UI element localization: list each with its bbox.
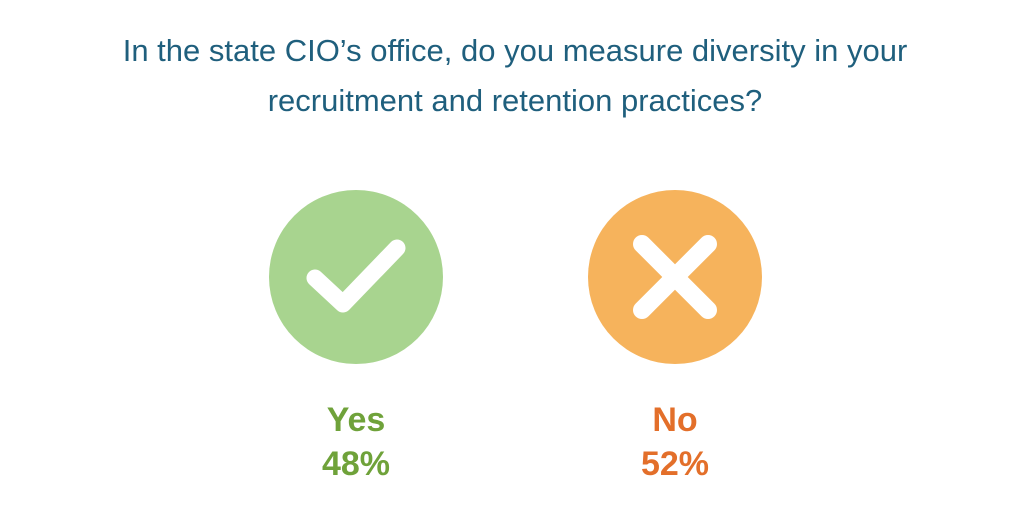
- option-yes: Yes 48%: [256, 190, 456, 484]
- no-circle: [588, 190, 762, 364]
- option-no-label: No: [652, 401, 698, 439]
- yes-circle: [269, 190, 443, 364]
- option-yes-label: Yes: [326, 401, 386, 439]
- chart-title-line-1: In the state CIO’s office, do you measur…: [122, 33, 908, 68]
- option-yes-percent: 48%: [321, 445, 391, 483]
- option-no: No 52%: [575, 190, 775, 484]
- chart-title-line-2: recruitment and retention practices?: [267, 83, 763, 118]
- x-icon: [633, 235, 717, 319]
- option-no-percent: 52%: [640, 445, 710, 483]
- check-icon: [306, 239, 406, 313]
- chart-title: In the state CIO’s office, do you measur…: [0, 26, 1030, 126]
